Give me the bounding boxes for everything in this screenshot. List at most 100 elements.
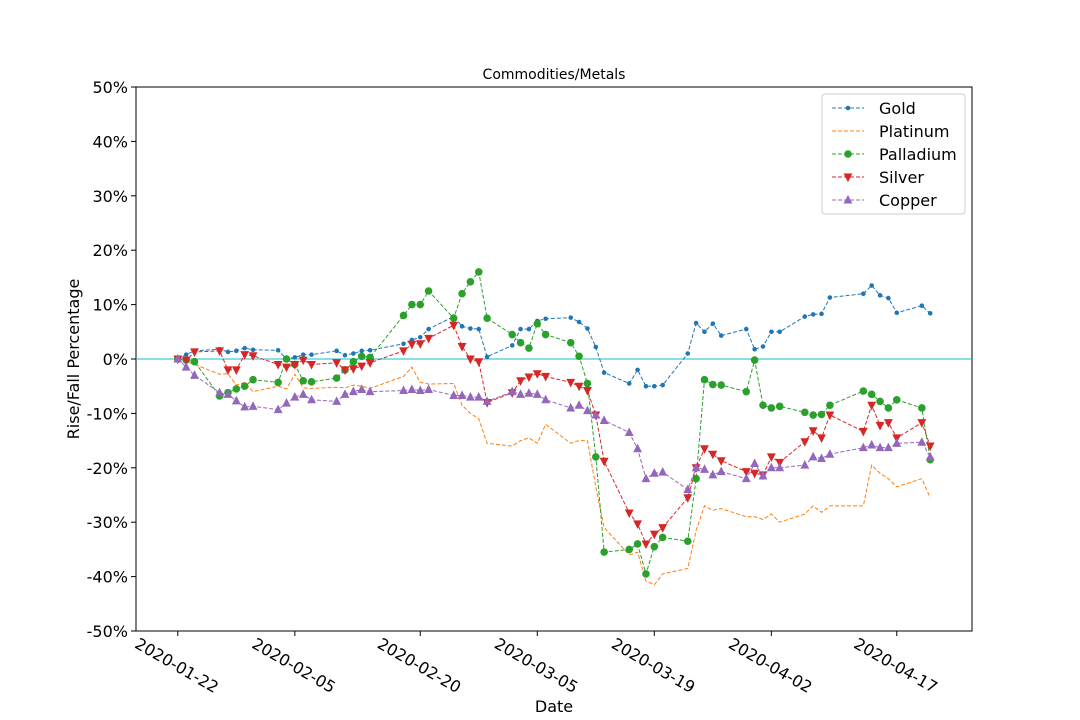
data-point-gold (309, 352, 314, 357)
data-point-copper (465, 391, 475, 401)
data-point-silver (524, 373, 534, 383)
legend-item-palladium: Palladium (832, 145, 957, 164)
series-palladium (174, 268, 935, 578)
data-point-gold (468, 326, 473, 331)
data-point-palladium (859, 387, 868, 395)
data-point-silver (925, 442, 935, 452)
legend-marker (843, 173, 853, 183)
data-point-palladium (750, 356, 759, 364)
data-point-palladium (516, 338, 525, 347)
data-point-copper (574, 400, 584, 409)
data-point-gold (743, 326, 749, 332)
legend-item-gold: Gold (832, 99, 916, 118)
y-tick-label: 10% (92, 296, 128, 315)
data-point-copper (365, 386, 375, 396)
data-point-copper (599, 415, 609, 424)
data-point-palladium (600, 548, 608, 556)
data-point-gold (334, 348, 339, 354)
data-point-silver (700, 445, 709, 454)
data-point-gold (869, 283, 874, 288)
data-point-copper (808, 451, 818, 461)
data-point-copper (298, 389, 308, 398)
data-point-gold (459, 324, 465, 329)
legend: Gold Platinum Palladium Silver Copper (821, 93, 966, 215)
series-line-gold (177, 284, 931, 387)
data-point-copper (708, 469, 718, 479)
data-point-silver (825, 411, 835, 421)
data-point-gold (225, 349, 231, 355)
y-tick-label: -50% (87, 622, 128, 641)
data-point-gold (250, 347, 256, 353)
data-point-gold (819, 311, 824, 317)
y-axis: -50% -40% -30% -20% -10% 0% 10% 20% 30% 40% 50% (87, 78, 136, 641)
data-point-gold (927, 311, 933, 316)
legend-item-platinum: Platinum (832, 122, 949, 141)
data-point-silver (231, 366, 241, 375)
data-point-copper (507, 386, 517, 396)
data-point-palladium (232, 385, 241, 393)
data-point-gold (802, 314, 808, 319)
data-point-copper (181, 362, 191, 371)
data-point-copper (800, 459, 810, 469)
data-point-copper (532, 389, 542, 398)
data-point-palladium (249, 375, 257, 384)
x-axis: 2020-01-22 2020-02-05 2020-02-20 2020-03-05… (132, 631, 941, 697)
data-point-palladium (357, 352, 366, 361)
y-tick-label: 0% (103, 350, 128, 369)
x-tick-label: 2020-02-05 (249, 634, 339, 697)
data-point-silver (867, 401, 877, 411)
data-point-gold (509, 343, 515, 348)
data-point-gold (702, 329, 707, 335)
data-point-gold (894, 310, 900, 316)
data-point-gold (593, 344, 599, 350)
data-point-palladium (767, 404, 776, 412)
data-point-palladium (892, 396, 901, 404)
data-point-silver (190, 348, 199, 358)
data-point-silver (248, 352, 258, 361)
data-point-gold (652, 383, 657, 389)
x-tick-label: 2020-01-22 (132, 634, 222, 697)
data-point-silver (858, 427, 868, 437)
data-point-copper (649, 468, 659, 477)
data-point-copper (173, 353, 183, 363)
data-point-gold (685, 351, 691, 356)
data-point-silver (683, 494, 693, 503)
data-point-palladium (416, 300, 425, 309)
data-point-gold (484, 354, 490, 360)
data-point-silver (766, 453, 776, 463)
legend-label: Copper (879, 191, 937, 210)
data-point-palladium (683, 537, 692, 546)
series-copper (173, 353, 935, 494)
data-point-silver (457, 342, 467, 352)
data-point-silver (223, 366, 233, 375)
data-point-gold (526, 326, 532, 332)
data-point-copper (766, 462, 776, 472)
data-point-copper (758, 470, 768, 480)
data-point-palladium (809, 411, 817, 419)
x-tick-label: 2020-04-02 (725, 634, 815, 697)
data-point-palladium (717, 381, 726, 389)
data-point-copper (858, 442, 868, 452)
data-point-palladium (483, 314, 491, 323)
data-point-copper (925, 451, 935, 461)
data-point-copper (750, 458, 760, 467)
series-line-platinum (177, 358, 931, 586)
data-point-silver (800, 438, 810, 447)
data-point-silver (307, 360, 316, 370)
data-point-copper (399, 385, 408, 395)
data-point-palladium (876, 397, 884, 406)
data-point-copper (474, 391, 484, 401)
data-point-palladium (918, 404, 926, 412)
data-point-copper (867, 439, 877, 449)
data-point-palladium (759, 401, 767, 410)
data-point-copper (716, 466, 726, 476)
data-point-silver (449, 321, 459, 331)
y-tick-label: -20% (87, 459, 128, 478)
data-point-copper (591, 409, 601, 419)
y-tick-label: 20% (92, 241, 128, 260)
data-point-copper (231, 395, 241, 405)
legend-label: Platinum (879, 122, 949, 141)
data-point-silver (875, 421, 885, 431)
data-point-silver (633, 520, 643, 529)
